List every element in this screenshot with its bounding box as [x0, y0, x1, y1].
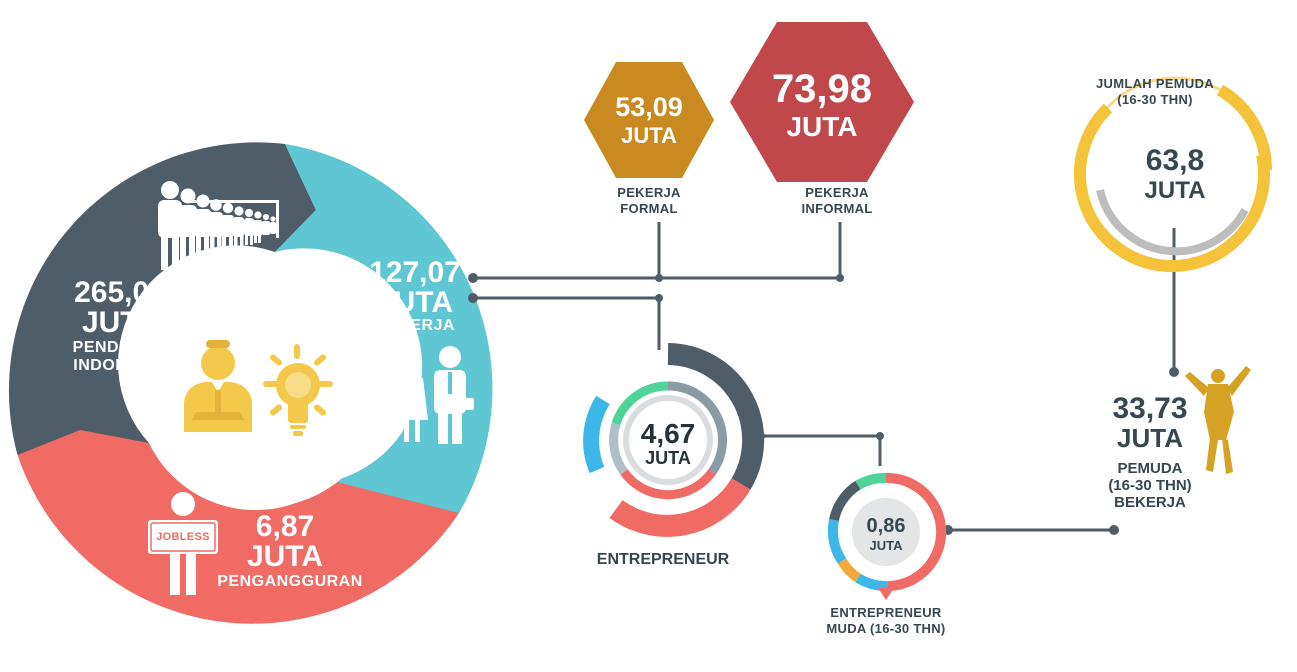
informal-label-1: PEKERJA — [805, 185, 869, 200]
population-unit: JUTA — [81, 306, 159, 339]
business-couple-icon — [396, 346, 474, 444]
unemployed-unit: JUTA — [246, 540, 324, 573]
youth-total-label-2: (16-30 THN) — [1117, 92, 1193, 107]
entrepreneur-unit: JUTA — [645, 448, 691, 468]
businessman-icon — [184, 340, 252, 432]
cheering-youth-icon — [1185, 366, 1251, 474]
informal-value: 73,98 — [771, 67, 873, 111]
jobless-sign: JOBLESS — [156, 531, 210, 543]
informal-unit: JUTA — [786, 111, 858, 142]
youth-working-label-3: BEKERJA — [1114, 494, 1186, 511]
lightbulb-icon — [263, 344, 333, 436]
young-entrepreneur-value: 0,86 — [866, 515, 906, 537]
youth-total-label-1: JUMLAH PEMUDA — [1095, 76, 1214, 91]
formal-label-1: PEKERJA — [617, 185, 681, 200]
segment-unemployed — [17, 430, 459, 624]
hexagon-informal — [730, 22, 914, 182]
young-entrepreneur-unit: JUTA — [869, 538, 903, 553]
youth-working-unit: JUTA — [1117, 423, 1183, 453]
young-entrepreneur-label-1: ENTREPRENEUR — [830, 605, 942, 620]
employed-label: BEKERJA — [375, 317, 455, 334]
hexagon-formal — [584, 62, 714, 178]
youth-total-unit: JUTA — [1144, 177, 1206, 204]
youth-working-value: 33,73 — [1112, 392, 1188, 425]
youth-working-label-2: (16-30 THN) — [1108, 477, 1192, 494]
youth-working-label-1: PEMUDA — [1117, 460, 1183, 477]
employed-unit: JUTA — [376, 286, 454, 319]
formal-unit: JUTA — [621, 123, 677, 148]
connector-dots — [468, 273, 1179, 535]
young-entrepreneur-label-2: MUDA (16-30 THN) — [826, 621, 946, 636]
people-queue-icon — [158, 181, 279, 270]
unemployed-value: 6,87 — [255, 510, 315, 543]
formal-label-2: FORMAL — [620, 201, 678, 216]
young-entrepreneur-donut — [827, 472, 947, 600]
entrepreneur-donut — [583, 343, 765, 537]
formal-value: 53,09 — [615, 92, 683, 122]
youth-total-value: 63,8 — [1145, 144, 1205, 177]
connector-lines — [473, 222, 1176, 532]
informal-label-2: INFORMAL — [801, 201, 873, 216]
unemployed-label: PENGANGGURAN — [217, 573, 363, 590]
employed-value: 127,07 — [369, 256, 461, 289]
entrepreneur-label: ENTREPRENEUR — [596, 551, 730, 568]
population-label-1: PENDUDUK — [72, 339, 168, 356]
entrepreneur-value: 4,67 — [640, 418, 696, 449]
population-label-2: INDONESIA — [73, 357, 167, 374]
population-value: 265,05 — [74, 276, 166, 309]
youth-ring — [1074, 76, 1273, 273]
jobless-person-icon — [148, 492, 218, 595]
